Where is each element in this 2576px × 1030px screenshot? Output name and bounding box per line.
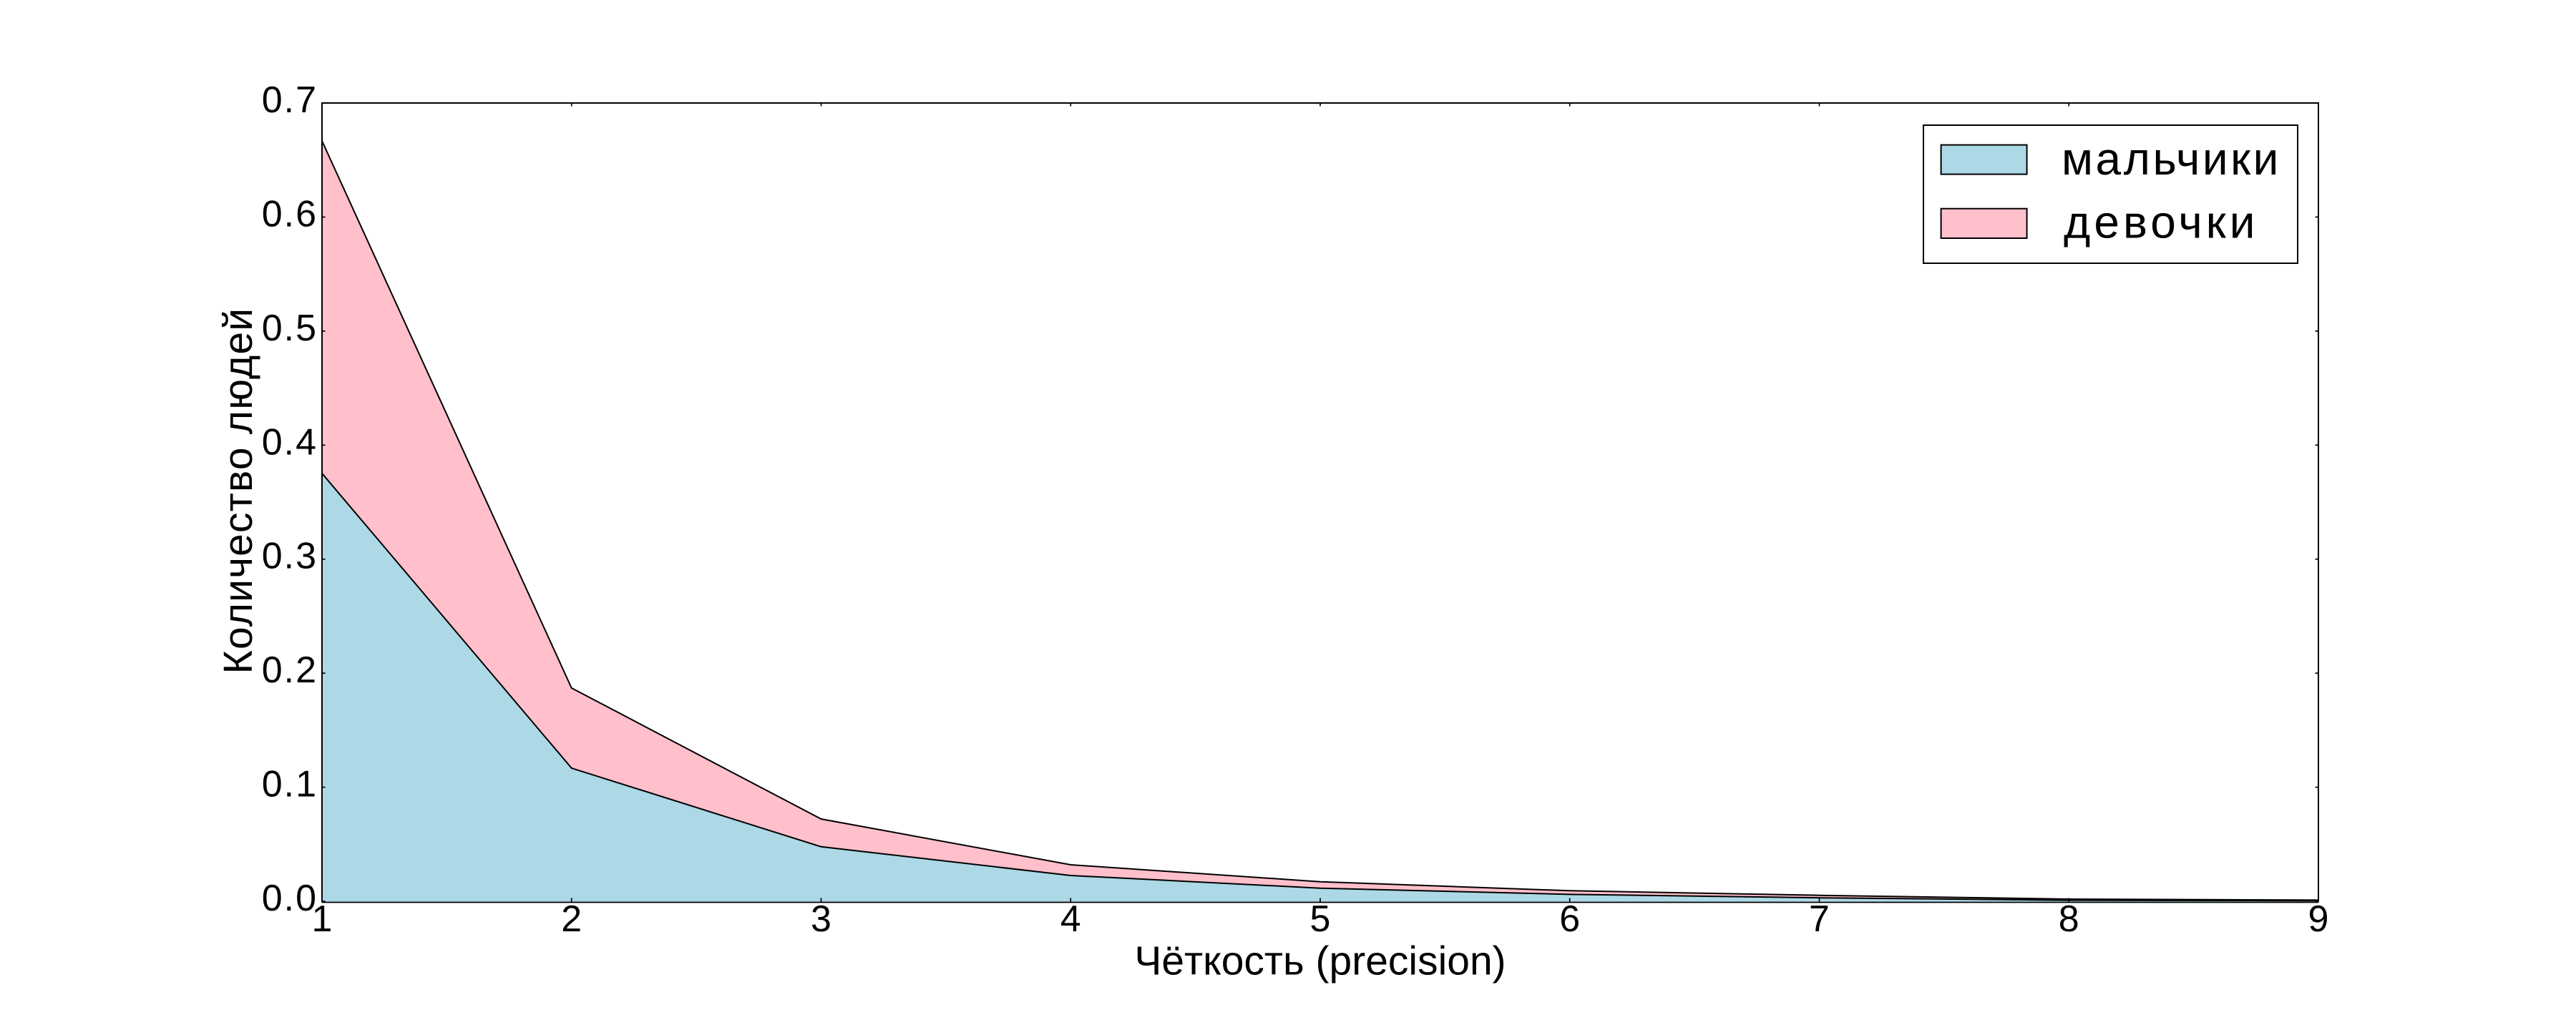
svg-text:0.1: 0.1: [262, 764, 318, 805]
svg-text:0.0: 0.0: [262, 878, 318, 919]
svg-text:Чёткость (precision): Чёткость (precision): [1134, 938, 1506, 984]
svg-text:7: 7: [1809, 898, 1830, 940]
svg-text:0.6: 0.6: [262, 193, 318, 235]
svg-text:3: 3: [811, 898, 831, 940]
svg-text:4: 4: [1060, 898, 1081, 940]
svg-text:девочки: девочки: [2064, 197, 2259, 248]
svg-text:0.3: 0.3: [262, 536, 318, 577]
svg-text:6: 6: [1559, 898, 1580, 940]
svg-text:5: 5: [1310, 898, 1331, 940]
svg-text:2: 2: [561, 898, 582, 940]
svg-text:0.7: 0.7: [262, 79, 318, 121]
svg-text:8: 8: [2059, 898, 2079, 940]
svg-text:9: 9: [2308, 898, 2329, 940]
svg-text:1: 1: [312, 898, 333, 940]
svg-text:0.5: 0.5: [262, 308, 318, 349]
svg-text:Количество людей: Количество людей: [215, 308, 261, 675]
svg-text:0.4: 0.4: [262, 421, 318, 463]
svg-text:мальчики: мальчики: [2062, 133, 2281, 185]
svg-text:0.2: 0.2: [262, 649, 318, 691]
